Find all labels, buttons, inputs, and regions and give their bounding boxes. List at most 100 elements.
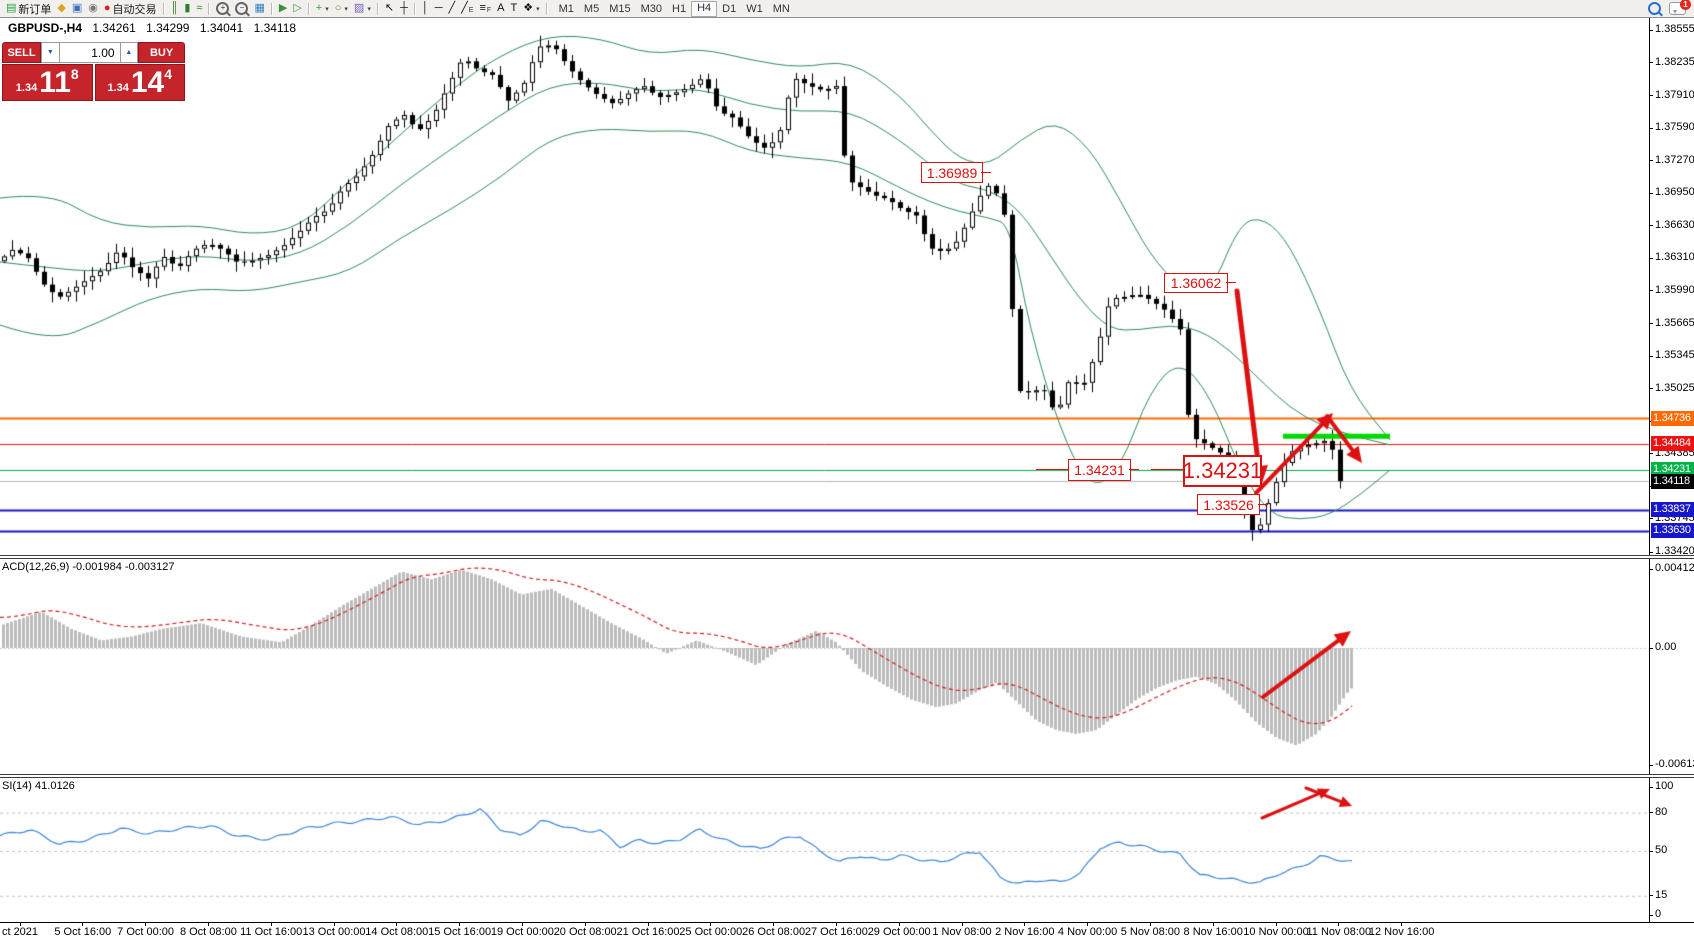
time-tick-label: 4 Nov 00:00 xyxy=(1057,926,1118,938)
volume-decrease-button[interactable]: ▼ xyxy=(41,42,60,63)
time-axis-tick xyxy=(459,922,461,926)
chart-shift-button[interactable]: ▷ xyxy=(290,1,304,16)
line-chart-mode-button[interactable]: ≈ xyxy=(193,1,205,16)
label-tool-icon: T xyxy=(510,2,518,14)
autotrading-button[interactable]: ● 自动交易 xyxy=(101,1,160,16)
price-level-badge: 1.34231 xyxy=(1651,462,1694,478)
sell-button[interactable]: SELL xyxy=(2,42,42,63)
templates-icon: ▨ xyxy=(353,2,365,14)
channel-tool-button[interactable]: ╱ E xyxy=(458,1,476,16)
price-annotation-label[interactable]: 1.34231 xyxy=(1183,455,1262,487)
timeframe-d1-button[interactable]: D1 xyxy=(722,2,737,15)
price-tick-label: 1.38235 xyxy=(1655,55,1694,68)
new-order-button[interactable]: ▤ 新订单 xyxy=(3,1,54,16)
rsi-pane-splitter[interactable] xyxy=(0,774,1694,778)
time-axis-tick xyxy=(1024,922,1026,926)
dropdown-caret-icon: ▾ xyxy=(367,5,371,13)
search-icon[interactable] xyxy=(1648,2,1661,15)
horizontal-line-tool-button[interactable]: ─ xyxy=(432,1,446,16)
indicators-button[interactable]: + ▾ xyxy=(313,1,332,16)
vertical-line-tool-button[interactable]: │ xyxy=(419,1,432,16)
notifications-icon[interactable]: 1 xyxy=(1669,0,1691,15)
crosshair-tool-button[interactable]: ┼ xyxy=(397,1,411,16)
fibonacci-tool-button[interactable]: ≡ F xyxy=(476,1,494,16)
timeframe-m1-button[interactable]: M1 xyxy=(558,2,574,15)
price-axis-tick xyxy=(1649,518,1653,520)
rsi-tick-label: 100 xyxy=(1655,780,1674,792)
time-axis-tick xyxy=(1338,922,1340,926)
annotation-connector xyxy=(1258,503,1268,505)
time-axis-tick xyxy=(270,922,272,926)
price-annotation-label[interactable]: 1.36989 xyxy=(921,162,983,183)
trendline-tool-button[interactable]: ╱ xyxy=(446,1,459,16)
buy-price-display[interactable]: 1.34 14 4 xyxy=(94,64,185,101)
time-tick-label: 10 Nov 00:00 xyxy=(1243,926,1309,938)
label-tool-button[interactable]: T xyxy=(508,1,521,16)
indicators-icon: + xyxy=(315,2,323,14)
volume-input[interactable] xyxy=(59,42,120,63)
timeframe-h4-button[interactable]: H4 xyxy=(691,0,718,17)
zoom-in-button[interactable]: + xyxy=(213,1,232,16)
time-tick-label: 14 Oct 08:00 xyxy=(365,926,429,938)
crosshair-tool-icon: ┼ xyxy=(400,2,408,14)
macd-axis-tick xyxy=(1649,764,1653,766)
time-axis-tick xyxy=(1401,922,1403,926)
sell-price-display[interactable]: 1.34 11 8 xyxy=(2,64,93,101)
auto-scroll-icon: ▶ xyxy=(278,2,288,14)
price-annotation-label[interactable]: 1.36062 xyxy=(1164,273,1228,293)
macd-axis-tick xyxy=(1649,647,1653,649)
sell-price-base: 1.34 xyxy=(15,82,38,94)
cursor-tool-button[interactable]: ↖ xyxy=(382,1,397,16)
timeframe-m5-button[interactable]: M5 xyxy=(583,2,600,15)
candlestick-mode-icon: ▮ xyxy=(184,2,191,14)
time-axis-tick xyxy=(898,922,900,926)
price-tick-label: 1.37910 xyxy=(1655,88,1694,101)
sell-price-big: 11 xyxy=(39,66,71,99)
price-annotation-label[interactable]: 1.34231 xyxy=(1068,459,1131,481)
rsi-axis-tick xyxy=(1649,914,1653,916)
rsi-tick-label: 15 xyxy=(1655,888,1668,901)
trendline-tool-icon: ╱ xyxy=(448,2,456,14)
auto-scroll-button[interactable]: ▶ xyxy=(276,1,290,16)
new-order-button-label: 新订单 xyxy=(18,3,52,16)
channel-tool-icon: ╱ xyxy=(461,2,468,14)
volume-increase-button[interactable]: ▲ xyxy=(119,42,139,63)
new-order-icon: ▤ xyxy=(6,2,17,14)
periods-button[interactable]: ○ ▾ xyxy=(332,1,351,16)
timeframe-h1-button[interactable]: H1 xyxy=(672,2,687,15)
terminal-icon[interactable]: ▣ xyxy=(69,1,85,16)
periods-icon: ○ xyxy=(334,2,342,14)
timeframe-m30-button[interactable]: M30 xyxy=(640,2,662,15)
price-level-badge: 1.34484 xyxy=(1651,436,1694,452)
bar-chart-mode-button[interactable]: ║ xyxy=(168,1,182,16)
buy-price-base: 1.34 xyxy=(107,82,129,94)
arrows-tool-button[interactable]: ❖ ▾ xyxy=(520,1,542,16)
annotation-connector xyxy=(1151,469,1183,470)
time-axis-tick xyxy=(1275,922,1277,926)
timeframe-m15-button[interactable]: M15 xyxy=(609,2,631,15)
one-click-trade-panel: SELL ▼ ▲ BUY 1.34 11 8 1.34 14 4 xyxy=(2,42,185,101)
price-annotation-label[interactable]: 1.33526 xyxy=(1197,494,1260,515)
timeframe-mn-button[interactable]: MN xyxy=(772,2,790,15)
zoom-out-button[interactable]: − xyxy=(232,1,251,16)
quote-bar: GBPUSD-,H4 1.34261 1.34299 1.34041 1.341… xyxy=(8,21,303,35)
metaeditor-icon-icon: ◆ xyxy=(57,2,66,14)
templates-button[interactable]: ▨ ▾ xyxy=(351,1,374,16)
vertical-line-tool-icon: │ xyxy=(421,2,429,14)
candlestick-mode-button[interactable]: ▮ xyxy=(181,1,193,16)
timeframe-w1-button[interactable]: W1 xyxy=(746,2,763,15)
signals-icon[interactable]: ◉ xyxy=(85,1,101,16)
time-axis-tick xyxy=(145,922,147,926)
rsi-tick-label: 50 xyxy=(1655,844,1668,856)
timeframe-toolbar: M1 M5 M15 M30 H1 H4 D1 W1 MN xyxy=(551,0,795,17)
metaeditor-icon[interactable]: ◆ xyxy=(54,1,68,16)
buy-button[interactable]: BUY xyxy=(138,42,185,63)
text-tool-button[interactable]: A xyxy=(494,1,507,16)
time-tick-label: 25 Oct 00:00 xyxy=(679,926,743,938)
toolbar-separator xyxy=(162,2,165,15)
macd-pane-splitter[interactable] xyxy=(0,555,1694,559)
tile-windows-button[interactable]: ▦ xyxy=(251,1,267,16)
quote-open: 1.34261 xyxy=(92,21,136,35)
